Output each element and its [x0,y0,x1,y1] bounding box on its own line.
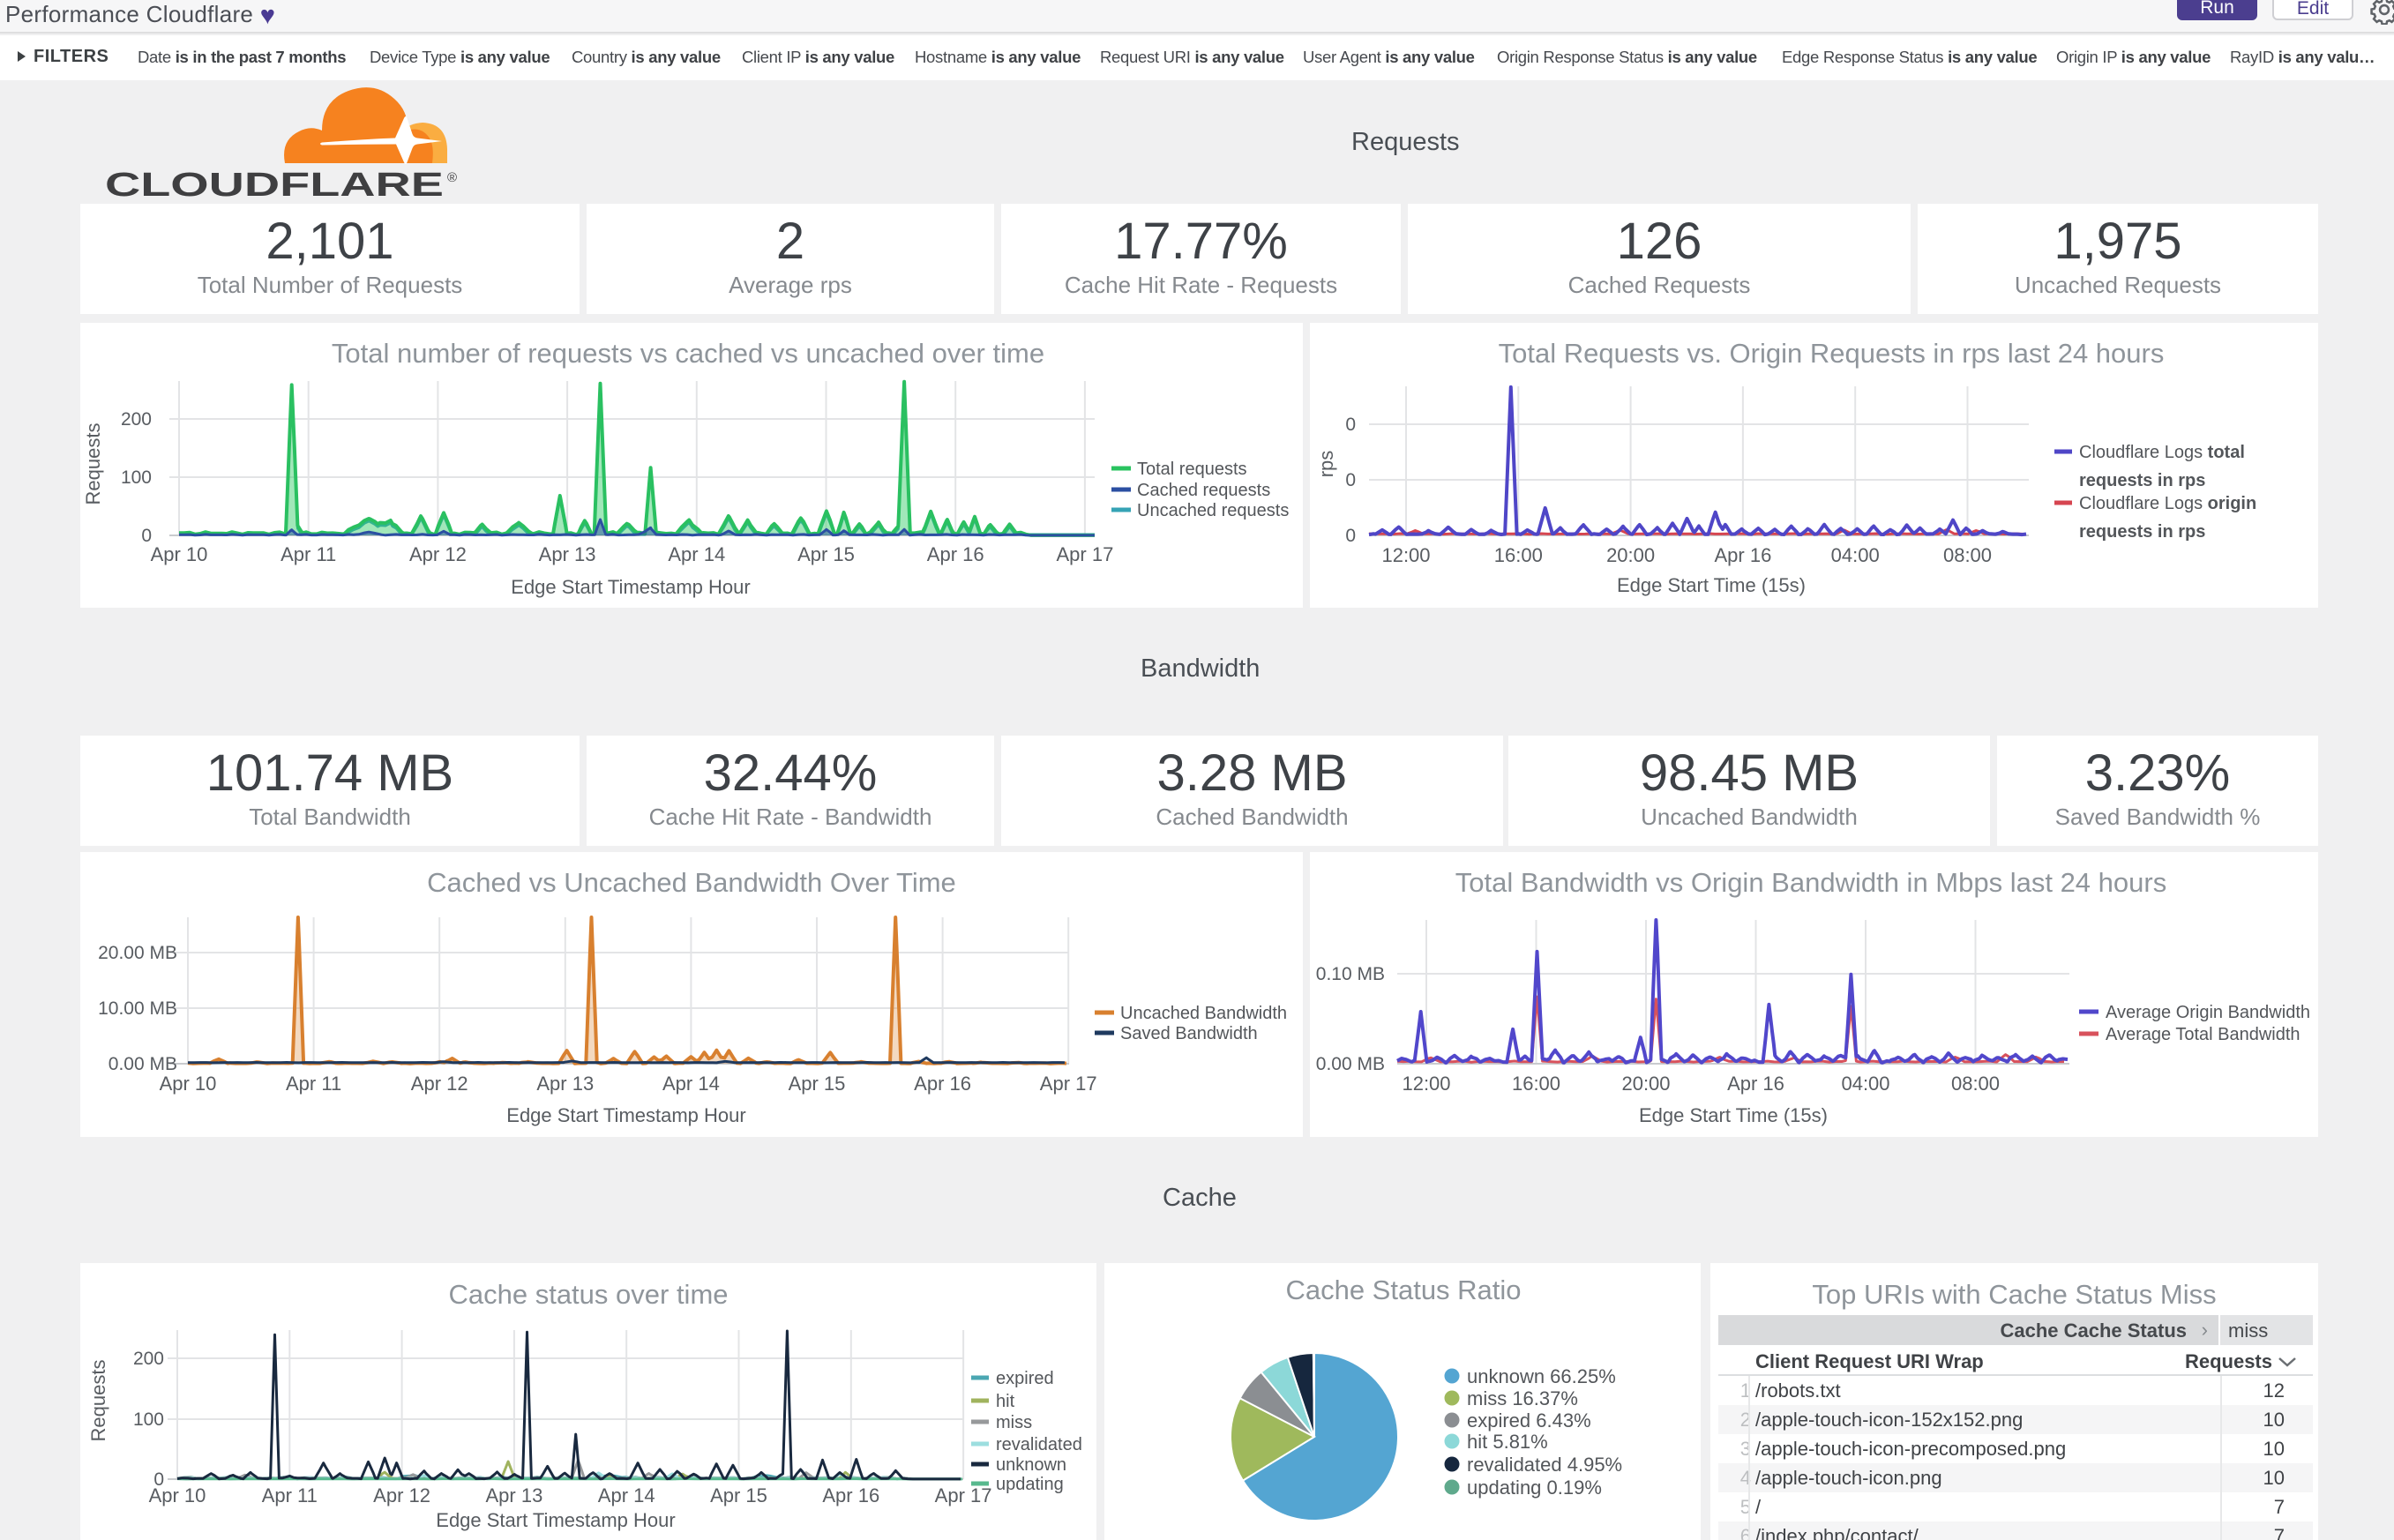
svg-text:16:00: 16:00 [1494,544,1543,566]
svg-text:Total number of requests vs ca: Total number of requests vs cached vs un… [332,338,1044,369]
svg-text:10.00 MB: 10.00 MB [98,998,177,1019]
svg-text:Total Requests vs. Origin Requ: Total Requests vs. Origin Requests in rp… [1499,338,2165,369]
svg-text:Apr 13: Apr 13 [539,543,596,565]
svg-text:Apr 11: Apr 11 [262,1484,318,1506]
svg-text:Apr 12: Apr 12 [409,543,467,565]
svg-text:Cache Status Ratio: Cache Status Ratio [1285,1275,1521,1305]
svg-text:Apr 16: Apr 16 [927,543,984,565]
svg-text:miss 16.37%: miss 16.37% [1467,1387,1578,1409]
svg-text:Apr 12: Apr 12 [373,1484,430,1506]
svg-text:Edge Start Time (15s): Edge Start Time (15s) [1617,574,1806,596]
svg-text:Cached requests: Cached requests [1137,481,1270,500]
svg-text:®: ® [447,170,457,185]
svg-text:Apr 10: Apr 10 [149,1484,206,1506]
svg-text:0.10 MB: 0.10 MB [1316,964,1385,984]
svg-text:requests in rps: requests in rps [2079,522,2205,542]
svg-text:Apr 13: Apr 13 [485,1484,542,1506]
svg-text:requests in rps: requests in rps [2079,471,2205,490]
svg-text:Apr 16: Apr 16 [1714,544,1771,566]
svg-text:updating 0.19%: updating 0.19% [1467,1476,1602,1499]
svg-text:04:00: 04:00 [1831,544,1880,566]
svg-text:04:00: 04:00 [1841,1073,1889,1095]
svg-text:0: 0 [153,1469,164,1490]
svg-text:0.00 MB: 0.00 MB [108,1054,177,1074]
svg-text:16:00: 16:00 [1512,1073,1560,1095]
svg-text:Uncached requests: Uncached requests [1137,501,1289,520]
svg-text:Apr 15: Apr 15 [710,1484,767,1506]
svg-text:expired: expired [996,1369,1054,1388]
svg-text:0: 0 [1345,526,1356,546]
svg-text:Cached vs Uncached Bandwidth O: Cached vs Uncached Bandwidth Over Time [427,867,956,898]
svg-text:Apr 17: Apr 17 [1056,543,1113,565]
svg-text:Apr 14: Apr 14 [668,543,725,565]
svg-text:Apr 11: Apr 11 [286,1073,341,1095]
svg-text:12:00: 12:00 [1402,1073,1450,1095]
svg-text:20.00 MB: 20.00 MB [98,943,177,963]
svg-text:Edge Start Time (15s): Edge Start Time (15s) [1639,1104,1828,1126]
svg-text:Edge Start Timestamp Hour: Edge Start Timestamp Hour [436,1509,675,1531]
svg-text:Edge Start Timestamp Hour: Edge Start Timestamp Hour [511,576,750,598]
svg-text:updating: updating [996,1475,1064,1494]
svg-text:0: 0 [141,526,152,546]
svg-text:0: 0 [1345,415,1356,435]
svg-text:Apr 11: Apr 11 [281,543,336,565]
svg-text:Apr 12: Apr 12 [411,1073,468,1095]
svg-text:Cloudflare Logs origin: Cloudflare Logs origin [2079,494,2256,513]
svg-text:Average Origin Bandwidth: Average Origin Bandwidth [2106,1003,2310,1022]
svg-text:Total Bandwidth vs Origin Band: Total Bandwidth vs Origin Bandwidth in M… [1455,867,2166,898]
svg-text:20:00: 20:00 [1606,544,1655,566]
svg-text:Uncached Bandwidth: Uncached Bandwidth [1120,1004,1287,1023]
svg-text:200: 200 [133,1349,164,1369]
svg-text:Apr 17: Apr 17 [935,1484,992,1506]
svg-text:100: 100 [133,1409,164,1430]
svg-text:100: 100 [121,467,152,488]
svg-text:unknown 66.25%: unknown 66.25% [1467,1365,1616,1387]
svg-text:expired 6.43%: expired 6.43% [1467,1409,1591,1432]
svg-text:Saved Bandwidth: Saved Bandwidth [1120,1024,1258,1043]
svg-text:Average Total Bandwidth: Average Total Bandwidth [2106,1025,2300,1044]
svg-text:miss: miss [996,1413,1032,1432]
svg-text:Cloudflare Logs total: Cloudflare Logs total [2079,443,2245,462]
svg-text:08:00: 08:00 [1943,544,1992,566]
svg-text:Apr 16: Apr 16 [1727,1073,1784,1095]
svg-text:revalidated 4.95%: revalidated 4.95% [1467,1454,1622,1476]
svg-text:CLOUDFLARE: CLOUDFLARE [105,167,444,197]
svg-text:20:00: 20:00 [1621,1073,1670,1095]
svg-text:Apr 16: Apr 16 [914,1073,971,1095]
svg-text:Apr 16: Apr 16 [822,1484,879,1506]
svg-text:200: 200 [121,409,152,430]
svg-text:Requests: Requests [82,423,104,505]
svg-text:12:00: 12:00 [1381,544,1430,566]
svg-text:Apr 17: Apr 17 [1040,1073,1097,1095]
svg-text:Apr 15: Apr 15 [797,543,855,565]
svg-text:Apr 14: Apr 14 [662,1073,720,1095]
svg-text:Apr 13: Apr 13 [536,1073,594,1095]
svg-text:Apr 15: Apr 15 [789,1073,846,1095]
svg-text:Total requests: Total requests [1137,460,1247,479]
svg-text:revalidated: revalidated [996,1435,1082,1454]
svg-text:Requests: Requests [87,1360,109,1442]
svg-text:Cache status over time: Cache status over time [448,1279,728,1310]
svg-text:0.00 MB: 0.00 MB [1316,1054,1385,1074]
svg-text:Apr 10: Apr 10 [151,543,208,565]
svg-text:hit 5.81%: hit 5.81% [1467,1431,1548,1453]
svg-text:Apr 10: Apr 10 [160,1073,217,1095]
svg-text:rps: rps [1315,451,1337,478]
svg-text:Edge Start Timestamp Hour: Edge Start Timestamp Hour [506,1104,745,1126]
svg-text:hit: hit [996,1392,1015,1411]
svg-text:08:00: 08:00 [1951,1073,2000,1095]
svg-text:0: 0 [1345,470,1356,490]
svg-text:Apr 14: Apr 14 [598,1484,655,1506]
svg-text:unknown: unknown [996,1455,1066,1475]
